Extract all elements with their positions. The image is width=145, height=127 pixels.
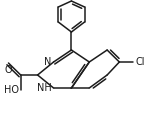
Text: N: N — [44, 57, 52, 67]
Text: O: O — [5, 65, 12, 75]
Text: Cl: Cl — [135, 57, 145, 67]
Text: NH: NH — [37, 83, 52, 93]
Text: HO: HO — [4, 85, 19, 95]
